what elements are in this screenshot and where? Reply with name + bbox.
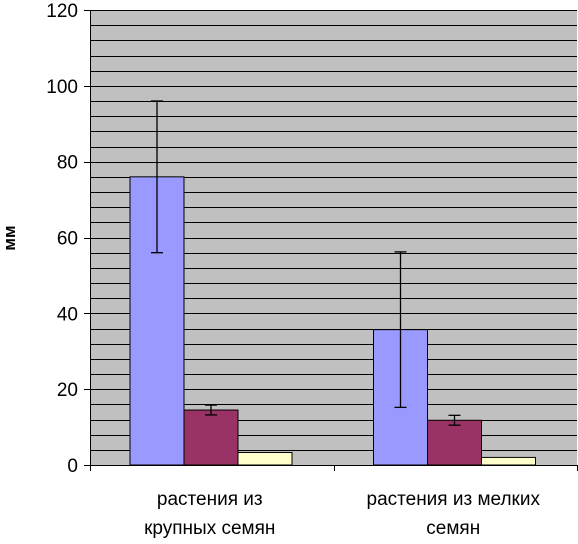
y-tick-labels: 0 20 40 60 80 100 120 (46, 1, 78, 477)
y-tick-label: 60 (57, 229, 78, 250)
y-axis-label: мм (0, 225, 19, 250)
bar (129, 176, 185, 466)
x-category-label-line: семян (426, 518, 480, 539)
y-tick-label: 40 (57, 304, 78, 325)
bar (183, 409, 239, 466)
x-category-label-line: растения из мелких (367, 489, 541, 510)
x-category-labels: растения из крупных семян растения из мелк… (144, 489, 540, 539)
y-tick-label: 100 (46, 77, 78, 98)
x-category-label-line: крупных семян (144, 518, 275, 539)
y-tick-label: 120 (46, 1, 78, 22)
x-category-label-line: растения из (157, 489, 263, 510)
bar (481, 456, 536, 466)
y-tick-label: 20 (57, 380, 78, 401)
axes (84, 10, 578, 471)
x-category-label: растения из крупных семян (144, 489, 275, 539)
y-tick-label: 0 (67, 456, 78, 477)
bar (427, 419, 482, 466)
bar (237, 451, 293, 466)
y-tick-label: 80 (57, 153, 78, 174)
x-category-label: растения из мелких семян (367, 489, 541, 539)
error-bars (151, 100, 461, 426)
